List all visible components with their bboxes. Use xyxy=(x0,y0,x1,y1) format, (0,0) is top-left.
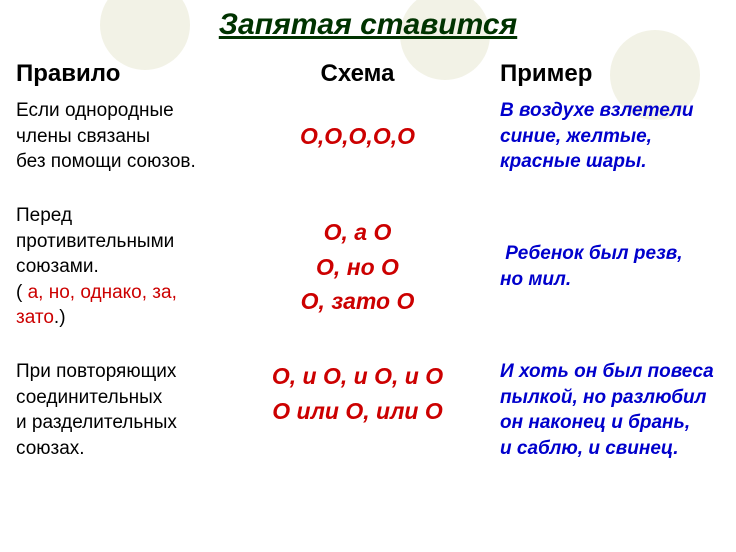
scheme-text: О, и О, и О, и О О или О, или О xyxy=(225,359,490,462)
scheme-line: О или О, или О xyxy=(225,394,490,429)
scheme-text: О, а О О, но О О, зато О xyxy=(225,203,490,331)
rule-conjunctions: ( а, но, однако, за, зато.) xyxy=(16,280,225,331)
example-line: он наконец и брань, xyxy=(500,410,726,436)
scheme-line: О,О,О,О,О xyxy=(225,119,490,154)
rule-line: союзах. xyxy=(16,436,225,462)
rule-line: союзами. xyxy=(16,254,225,280)
example-line: но мил. xyxy=(500,267,726,293)
rule-line: Если однородные xyxy=(16,98,225,124)
example-text: И хоть он был повеса пылкой, но разлюбил… xyxy=(490,359,736,462)
header-scheme: Схема xyxy=(225,60,490,88)
example-line: И хоть он был повеса xyxy=(500,359,726,385)
example-line: красные шары. xyxy=(500,149,726,175)
conj-list: а, но, однако, за, зато xyxy=(16,282,177,329)
rule-line: противительными xyxy=(16,229,225,255)
scheme-line: О, но О xyxy=(225,250,490,285)
table-row: При повторяющих соединительных и раздели… xyxy=(0,359,736,462)
paren-open: ( xyxy=(16,282,28,303)
example-text: В воздухе взлетели синие, желтые, красны… xyxy=(490,98,736,175)
scheme-line: О, зато О xyxy=(225,284,490,319)
rule-text: Если однородные члены связаны без помощи… xyxy=(0,98,225,175)
rules-table: Если однородные члены связаны без помощи… xyxy=(0,98,736,462)
rule-line: соединительных xyxy=(16,385,225,411)
paren-close: .) xyxy=(54,307,66,328)
example-line: синие, желтые, xyxy=(500,124,726,150)
table-row: Если однородные члены связаны без помощи… xyxy=(0,98,736,175)
rule-line: При повторяющих xyxy=(16,359,225,385)
page-title: Запятая ставится xyxy=(0,8,736,42)
scheme-line: О, а О xyxy=(225,215,490,250)
rule-line: без помощи союзов. xyxy=(16,149,225,175)
example-line: Ребенок был резв, xyxy=(500,241,726,267)
scheme-line: О, и О, и О, и О xyxy=(225,359,490,394)
header-example: Пример xyxy=(490,60,736,88)
example-line: В воздухе взлетели xyxy=(500,98,726,124)
rule-line: Перед xyxy=(16,203,225,229)
column-headers: Правило Схема Пример xyxy=(0,60,736,88)
scheme-text: О,О,О,О,О xyxy=(225,98,490,175)
example-line: пылкой, но разлюбил xyxy=(500,385,726,411)
header-rule: Правило xyxy=(0,60,225,88)
example-text: Ребенок был резв, но мил. xyxy=(490,203,736,331)
table-row: Перед противительными союзами. ( а, но, … xyxy=(0,203,736,331)
example-line: и саблю, и свинец. xyxy=(500,436,726,462)
rule-text: Перед противительными союзами. ( а, но, … xyxy=(0,203,225,331)
rule-line: члены связаны xyxy=(16,124,225,150)
rule-text: При повторяющих соединительных и раздели… xyxy=(0,359,225,462)
rule-line: и разделительных xyxy=(16,410,225,436)
